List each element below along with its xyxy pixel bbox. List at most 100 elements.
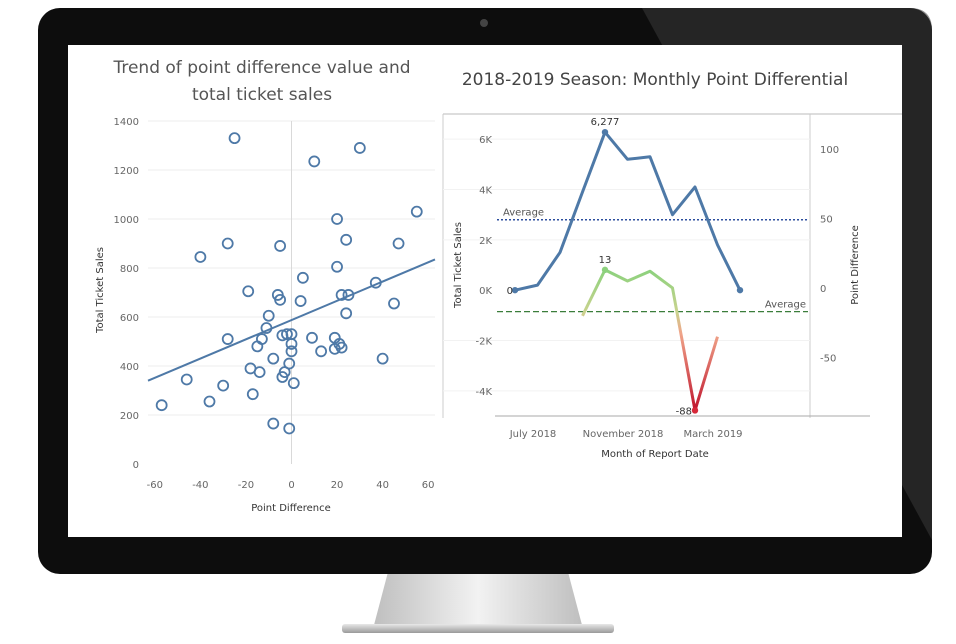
line-chart-right-y-tick-label: -50 bbox=[820, 354, 836, 365]
scatter-point bbox=[331, 213, 343, 225]
scatter-point bbox=[294, 295, 307, 307]
scatter-point bbox=[180, 373, 193, 386]
scatter-point bbox=[308, 155, 321, 168]
scatter-x-tick-label: 40 bbox=[376, 480, 389, 491]
point-difference-marker bbox=[691, 407, 699, 414]
point-difference-data-label: 13 bbox=[599, 255, 612, 266]
monitor-stand-base bbox=[342, 624, 614, 633]
scatter-point bbox=[274, 240, 287, 252]
scatter-title-line1: Trend of point difference value and bbox=[112, 58, 410, 78]
line-chart-left-y-axis-label: Total Ticket Sales bbox=[453, 222, 464, 309]
point-difference-marker bbox=[601, 266, 609, 274]
scatter-point bbox=[335, 341, 348, 354]
scatter-trend-line bbox=[147, 258, 436, 382]
scatter-point bbox=[253, 366, 266, 379]
ticket-sales-line bbox=[514, 130, 742, 292]
scatter-point bbox=[287, 377, 300, 390]
line-chart-left-y-ticks: 6K 4K 2K 0K -2K -4K bbox=[475, 135, 492, 398]
scatter-title-line2: total ticket sales bbox=[192, 85, 332, 105]
scatter-point bbox=[410, 205, 423, 218]
scatter-y-tick-label: 1000 bbox=[114, 215, 139, 226]
scatter-y-ticks: 0 200 400 600 800 1000 1200 1400 bbox=[114, 117, 139, 471]
ticket-sales-marker bbox=[736, 286, 744, 294]
scatter-x-tick-label: -60 bbox=[147, 480, 163, 491]
ticket-sales-average-label: Average bbox=[503, 208, 544, 219]
line-chart-right-y-axis-label: Point Difference bbox=[850, 225, 861, 305]
line-chart-gridlines bbox=[443, 138, 810, 392]
scatter-point bbox=[306, 331, 318, 344]
scatter-point bbox=[221, 237, 234, 250]
point-difference-average-label: Average bbox=[765, 300, 806, 311]
scatter-y-tick-label: 200 bbox=[120, 411, 139, 422]
line-chart-right-y-ticks: 100 50 0 -50 bbox=[820, 145, 839, 365]
scatter-point bbox=[353, 142, 366, 154]
scatter-x-tick-label: -40 bbox=[192, 480, 208, 491]
ticket-sales-data-label: 0 bbox=[507, 286, 513, 297]
scatter-point bbox=[262, 309, 275, 322]
scatter-point bbox=[285, 345, 298, 358]
scatter-x-tick-label: -20 bbox=[238, 480, 254, 491]
scatter-x-ticks: -60 -40 -20 0 20 40 60 bbox=[147, 480, 435, 491]
line-chart-left-y-tick-label: 0K bbox=[479, 286, 492, 297]
screen bbox=[68, 45, 902, 537]
line-chart-title: 2018-2019 Season: Monthly Point Differen… bbox=[462, 70, 848, 90]
line-chart-right-y-tick-label: 50 bbox=[820, 214, 833, 225]
scatter-point bbox=[255, 333, 268, 345]
line-chart-left-y-tick-label: -4K bbox=[475, 387, 492, 398]
scatter-point bbox=[388, 297, 400, 310]
scatter-y-tick-label: 800 bbox=[120, 264, 139, 275]
ticket-sales-marker bbox=[511, 286, 519, 294]
scatter-point bbox=[217, 379, 230, 392]
point-difference-data-label: -88 bbox=[676, 406, 692, 417]
line-chart-x-axis-label: Month of Report Date bbox=[601, 449, 709, 460]
scatter-y-tick-label: 600 bbox=[120, 313, 139, 324]
scatter-chart: Trend of point difference value and tota… bbox=[95, 58, 436, 514]
scatter-point bbox=[203, 395, 216, 408]
line-chart-right-y-tick-label: 0 bbox=[820, 284, 826, 295]
scatter-point bbox=[296, 271, 309, 284]
scatter-point bbox=[246, 388, 259, 401]
point-difference-series bbox=[581, 266, 719, 414]
line-chart-left-y-tick-label: 6K bbox=[479, 135, 492, 146]
scatter-point bbox=[267, 417, 280, 430]
line-chart-left-y-tick-label: 4K bbox=[479, 186, 492, 197]
line-chart: 2018-2019 Season: Monthly Point Differen… bbox=[442, 70, 902, 460]
scatter-x-axis-label: Point Difference bbox=[251, 503, 331, 514]
scatter-y-axis-label: Total Ticket Sales bbox=[95, 247, 106, 334]
scatter-point bbox=[342, 289, 355, 301]
scatter-point bbox=[267, 352, 280, 365]
scatter-point bbox=[228, 132, 241, 145]
scatter-point bbox=[283, 422, 296, 435]
scatter-point bbox=[340, 233, 353, 246]
scatter-point bbox=[221, 333, 234, 345]
scatter-point bbox=[315, 345, 328, 358]
scatter-point bbox=[376, 352, 389, 365]
line-chart-left-y-tick-label: 2K bbox=[479, 236, 492, 247]
line-chart-x-tick-label: March 2019 bbox=[683, 429, 742, 440]
line-chart-x-tick-label: November 2018 bbox=[583, 429, 664, 440]
ticket-sales-marker bbox=[601, 128, 609, 136]
scatter-point bbox=[260, 322, 273, 334]
ticket-sales-data-label: 6,277 bbox=[591, 117, 620, 128]
scatter-x-tick-label: 60 bbox=[422, 480, 435, 491]
scatter-point bbox=[392, 237, 405, 250]
scatter-points bbox=[155, 132, 423, 435]
scatter-point bbox=[283, 357, 296, 370]
scatter-point bbox=[335, 289, 348, 301]
scatter-point bbox=[331, 260, 343, 273]
scatter-point bbox=[281, 328, 293, 341]
scatter-y-tick-label: 1400 bbox=[114, 117, 139, 128]
line-chart-x-tick-label: July 2018 bbox=[509, 429, 557, 440]
scatter-point bbox=[369, 276, 382, 289]
scatter-x-tick-label: 20 bbox=[331, 480, 344, 491]
scatter-y-tick-label: 1200 bbox=[114, 166, 139, 177]
camera-dot bbox=[480, 19, 488, 27]
line-chart-left-y-tick-label: -2K bbox=[475, 337, 492, 348]
scatter-point bbox=[285, 338, 298, 350]
scatter-point bbox=[194, 251, 207, 263]
scatter-point bbox=[155, 399, 168, 412]
ticket-sales-series bbox=[511, 128, 744, 294]
scatter-point bbox=[340, 307, 353, 320]
scatter-point bbox=[274, 293, 287, 306]
scatter-point bbox=[242, 285, 255, 298]
